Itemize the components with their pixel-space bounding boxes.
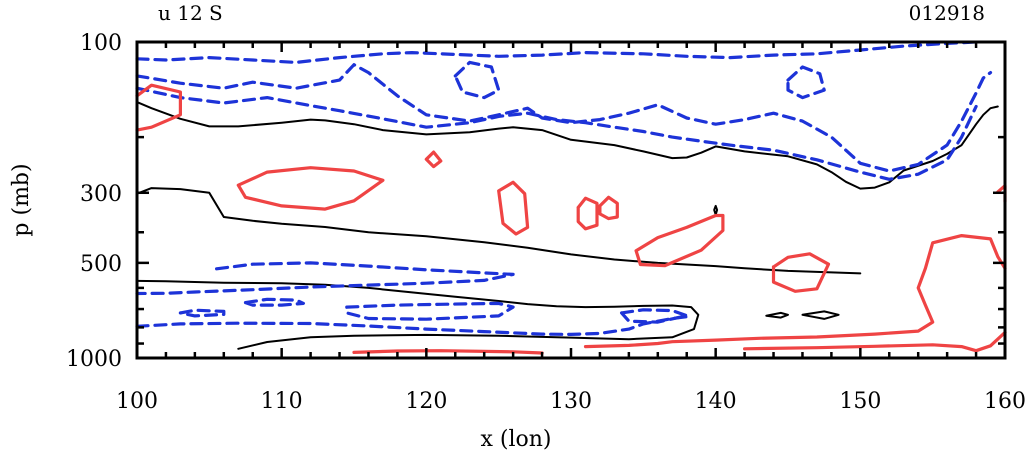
- contour-positive-20: [497, 180, 530, 236]
- x-tick-label: 120: [405, 389, 447, 414]
- contour-negative-9: [453, 60, 501, 100]
- contour-negative-15: [345, 301, 515, 321]
- contour-negative-6: [135, 40, 978, 64]
- chart-title-left: u 12 S: [158, 1, 223, 25]
- contour-zero-4: [765, 311, 789, 319]
- contour-zero-1: [136, 187, 862, 275]
- contour-positive-25: [771, 252, 831, 293]
- contour-negative-10: [786, 65, 826, 100]
- contour-positive-18: [236, 166, 385, 211]
- x-tick-marks: [135, 42, 1007, 358]
- x-tick-label: 160: [984, 389, 1026, 414]
- contour-lines: [135, 40, 1007, 355]
- x-tick-label: 150: [839, 389, 881, 414]
- y-tick-label: 1000: [66, 347, 122, 372]
- contour-positive-22: [598, 195, 619, 221]
- contour-negative-12: [135, 315, 689, 336]
- contour-zero-5: [801, 310, 840, 320]
- contour-zero-3: [713, 204, 719, 216]
- contour-zero-2: [136, 279, 700, 350]
- contour-positive-21: [576, 196, 599, 231]
- x-tick-label: 130: [550, 389, 592, 414]
- y-tick-label: 300: [80, 182, 122, 207]
- contour-positive-24: [634, 213, 725, 268]
- x-axis-label: x (lon): [480, 427, 551, 452]
- x-tick-label: 110: [261, 389, 303, 414]
- y-tick-label: 500: [80, 252, 122, 277]
- y-axis-label: p (mb): [9, 163, 34, 236]
- contour-positive-23: [583, 234, 1007, 349]
- contour-negative-13: [178, 308, 226, 318]
- contour-zero-0: [136, 101, 999, 190]
- y-tick-label: 100: [80, 31, 122, 56]
- x-tick-label: 140: [695, 389, 737, 414]
- contour-negative-8: [135, 86, 978, 181]
- contour-negative-14: [243, 297, 305, 307]
- contour-negative-16: [620, 308, 689, 324]
- y-tick-marks: [137, 40, 1005, 360]
- contour-positive-19: [424, 150, 443, 169]
- y-tick-labels: 100 300 500 1000: [66, 31, 122, 372]
- chart-title-right: 012918: [909, 1, 985, 25]
- contour-negative-7: [135, 63, 993, 173]
- contour-negative-11: [135, 261, 515, 296]
- x-tick-label: 100: [116, 389, 158, 414]
- plot-frame: [135, 40, 1007, 360]
- contour-positive-27: [743, 330, 1007, 353]
- contour-positive-26: [352, 349, 544, 355]
- x-tick-labels: 100 110 120 130 140 150 160: [116, 389, 1026, 414]
- contour-positive-17: [135, 83, 182, 132]
